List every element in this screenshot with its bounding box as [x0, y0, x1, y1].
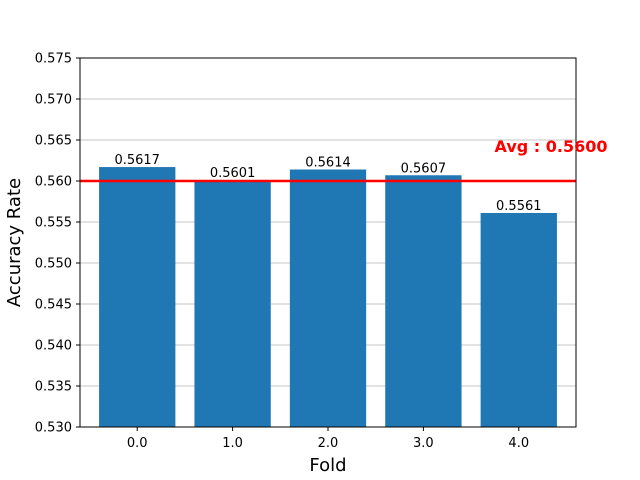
x-tick-label: 1.0 [222, 436, 243, 451]
average-label: Avg : 0.5600 [495, 137, 608, 156]
bar-fold-2.0 [289, 169, 367, 427]
bar-value-label: 0.5561 [496, 199, 542, 214]
y-tick-label: 0.535 [35, 380, 72, 395]
x-tick-label: 4.0 [508, 436, 529, 451]
y-axis-ticks: 0.530 0.535 0.540 0.545 0.550 0.555 0.560 0.565… [35, 52, 80, 436]
bar-fold-0.0 [99, 167, 176, 427]
y-tick-label: 0.530 [35, 421, 72, 436]
y-axis-title: Accuracy Rate [4, 178, 25, 307]
bar-fold-3.0 [385, 175, 462, 427]
bar-value-label: 0.5607 [401, 161, 447, 176]
bar-value-label: 0.5614 [305, 156, 351, 171]
x-axis-title: Fold [309, 455, 346, 476]
data-labels: 0.5617 0.5601 0.5614 0.5607 0.5561 [114, 153, 541, 214]
y-tick-label: 0.560 [35, 175, 72, 190]
x-axis-ticks: 0.0 1.0 2.0 3.0 4.0 [127, 427, 529, 451]
x-tick-label: 3.0 [413, 436, 434, 451]
y-tick-label: 0.575 [35, 52, 72, 67]
y-tick-label: 0.555 [35, 216, 72, 231]
x-tick-label: 0.0 [127, 436, 148, 451]
y-tick-label: 0.565 [35, 134, 72, 149]
bar-fold-4.0 [480, 212, 557, 427]
bar-value-label: 0.5601 [210, 166, 256, 181]
y-tick-label: 0.550 [35, 257, 72, 272]
y-tick-label: 0.540 [35, 339, 72, 354]
x-tick-label: 2.0 [318, 436, 339, 451]
bars [99, 167, 557, 427]
y-tick-label: 0.545 [35, 298, 72, 313]
bar-value-label: 0.5617 [114, 153, 160, 168]
bar-fold-1.0 [194, 180, 271, 427]
y-tick-label: 0.570 [35, 93, 72, 108]
